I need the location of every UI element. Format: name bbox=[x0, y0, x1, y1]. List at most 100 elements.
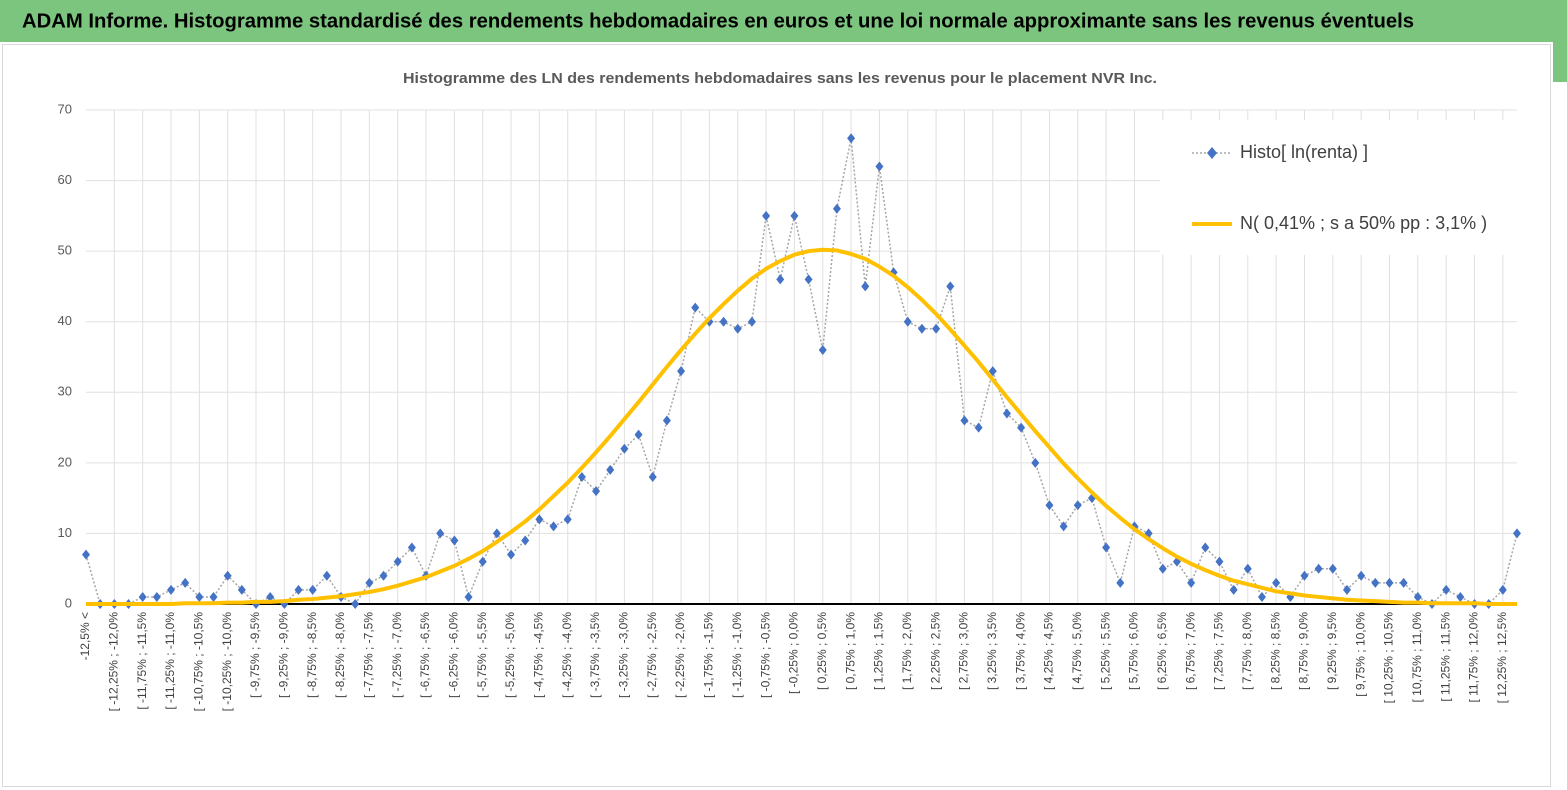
page-title: ADAM Informe. Histogramme standardisé de… bbox=[22, 10, 1414, 32]
data-point bbox=[1243, 563, 1252, 574]
data-point bbox=[1442, 584, 1451, 595]
data-point bbox=[747, 316, 756, 327]
x-tick-label: [ 4,75% ; 5,0% bbox=[1070, 612, 1084, 690]
data-point bbox=[691, 302, 700, 313]
x-tick-label: [ -4,25% ; -4,0% bbox=[560, 612, 574, 698]
x-tick-label: [ 7,25% ; 7,5% bbox=[1212, 612, 1226, 690]
legend-label: N( 0,41% ; s a 50% pp : 3,1% ) bbox=[1240, 213, 1487, 233]
data-point bbox=[223, 570, 232, 581]
data-point bbox=[847, 133, 856, 144]
x-tick-label: [ 6,75% ; 7,0% bbox=[1183, 612, 1197, 690]
x-tick-label: [ -4,75% ; -4,5% bbox=[532, 612, 546, 698]
data-point bbox=[1385, 577, 1394, 588]
data-point bbox=[577, 471, 586, 482]
data-point bbox=[1229, 584, 1238, 595]
data-point bbox=[917, 323, 926, 334]
data-point bbox=[1399, 577, 1408, 588]
data-point bbox=[1328, 563, 1337, 574]
data-point bbox=[861, 281, 870, 292]
data-point bbox=[932, 323, 941, 334]
x-tick-label: [ -11,25% ; -11,0% bbox=[163, 612, 177, 710]
legend-marker bbox=[1207, 147, 1217, 159]
side-strip bbox=[1553, 42, 1567, 82]
x-tick-label: [ -0,25% ; 0,0% bbox=[787, 612, 801, 694]
data-point bbox=[308, 584, 317, 595]
x-tick-label: [ -3,25% ; -3,0% bbox=[617, 612, 631, 698]
data-point bbox=[776, 274, 785, 285]
data-point bbox=[138, 591, 147, 602]
data-point bbox=[1116, 577, 1125, 588]
x-tick-label: [ -7,25% ; -7,0% bbox=[390, 612, 404, 698]
data-point bbox=[181, 577, 190, 588]
data-point bbox=[946, 281, 955, 292]
x-tick-label: [ 9,75% ; 10,0% bbox=[1353, 612, 1367, 697]
x-tick-label: [ -8,25% ; -8,0% bbox=[333, 612, 347, 698]
x-tick-label: [ 6,25% ; 6,5% bbox=[1155, 612, 1169, 690]
data-point bbox=[1314, 563, 1323, 574]
x-tick-label: [ -10,75% ; -10,5% bbox=[192, 612, 206, 712]
data-point bbox=[1059, 521, 1068, 532]
data-point bbox=[563, 514, 572, 525]
x-tick-label: [ -2,25% ; -2,0% bbox=[673, 612, 687, 698]
data-point bbox=[903, 316, 912, 327]
x-tick-label: [ -6,25% ; -6,0% bbox=[447, 612, 461, 698]
x-tick-label: [ -9,25% ; -9,0% bbox=[277, 612, 291, 698]
data-point bbox=[82, 549, 90, 560]
data-point bbox=[1456, 591, 1465, 602]
x-tick-label: [ 12,25% ; 12,5% bbox=[1495, 612, 1509, 704]
legend-label: Histo[ ln(renta) ] bbox=[1240, 142, 1368, 162]
data-point bbox=[379, 570, 388, 581]
data-point bbox=[1342, 584, 1351, 595]
data-point bbox=[1045, 500, 1054, 511]
data-point bbox=[266, 591, 275, 602]
data-point bbox=[762, 210, 771, 221]
x-tick-label: [ 0,25% ; 0,5% bbox=[815, 612, 829, 690]
x-tick-label: [ 5,75% ; 6,0% bbox=[1127, 612, 1141, 690]
data-point bbox=[521, 535, 530, 546]
data-point bbox=[478, 556, 487, 567]
x-tick-label: [ 11,75% ; 12,0% bbox=[1467, 612, 1481, 703]
data-point bbox=[1158, 563, 1167, 574]
data-point bbox=[1513, 528, 1521, 539]
x-tick-label: [ 9,25% ; 9,5% bbox=[1325, 612, 1339, 690]
data-point bbox=[507, 549, 516, 560]
data-point bbox=[393, 556, 402, 567]
y-tick-label: 30 bbox=[58, 384, 72, 399]
data-point bbox=[492, 528, 501, 539]
data-point bbox=[606, 464, 615, 475]
data-point bbox=[592, 486, 601, 497]
x-tick-label: [ -5,75% ; -5,5% bbox=[475, 612, 489, 698]
x-tick-label: [ 10,75% ; 11,0% bbox=[1410, 612, 1424, 703]
data-point bbox=[209, 591, 218, 602]
x-tick-label: [ 2,75% ; 3,0% bbox=[957, 612, 971, 690]
data-point bbox=[1498, 584, 1507, 595]
data-point bbox=[648, 471, 657, 482]
x-tick-label: [ 1,25% ; 1,5% bbox=[872, 612, 886, 690]
data-point bbox=[1272, 577, 1281, 588]
data-point bbox=[832, 203, 841, 214]
data-point bbox=[464, 591, 473, 602]
data-point bbox=[195, 591, 204, 602]
data-point bbox=[1073, 500, 1082, 511]
data-point bbox=[677, 366, 686, 377]
x-tick-label: [ -12,25% ; -12,0% bbox=[107, 612, 121, 712]
data-point bbox=[1257, 591, 1266, 602]
x-tick-label: [ -9,75% ; -9,5% bbox=[248, 612, 262, 698]
x-tick-label: [ -5,25% ; -5,0% bbox=[503, 612, 517, 698]
y-tick-label: 0 bbox=[65, 595, 72, 610]
x-tick-label: [ -8,75% ; -8,5% bbox=[305, 612, 319, 698]
x-tick-label: [ 10,25% ; 10,5% bbox=[1382, 612, 1396, 704]
data-point bbox=[549, 521, 558, 532]
y-tick-label: 40 bbox=[58, 313, 72, 328]
x-tick-label: [ -7,75% ; -7,5% bbox=[362, 612, 376, 698]
x-tick-label: [ 0,75% ; 1,0% bbox=[843, 612, 857, 690]
data-point bbox=[1002, 408, 1011, 419]
chart-title: Histogramme des LN des rendements hebdom… bbox=[403, 70, 1157, 87]
data-point bbox=[365, 577, 374, 588]
legend-box bbox=[1160, 120, 1517, 255]
data-point bbox=[450, 535, 459, 546]
data-point bbox=[1413, 591, 1422, 602]
data-point bbox=[294, 584, 303, 595]
data-point bbox=[1371, 577, 1380, 588]
